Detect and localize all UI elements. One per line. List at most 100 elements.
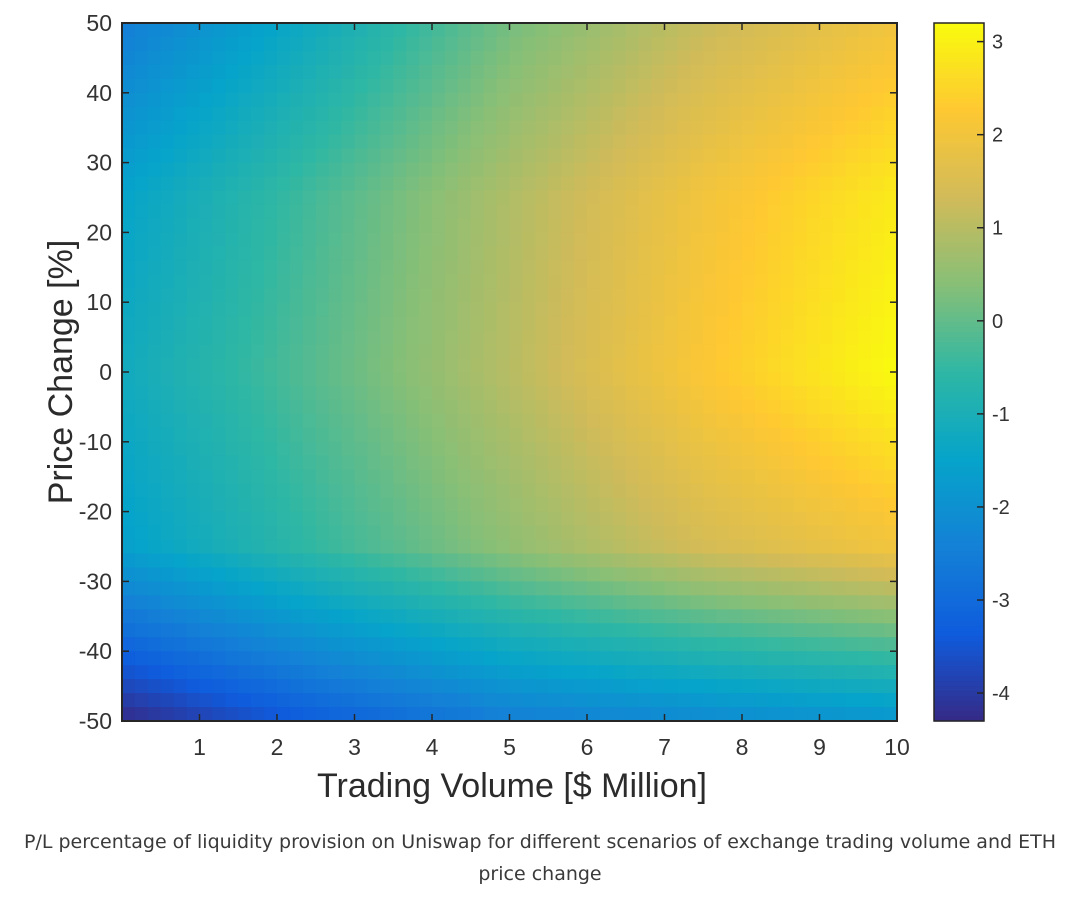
heatmap-cell <box>277 190 291 206</box>
heatmap-cell <box>444 441 459 457</box>
heatmap-cell <box>315 330 330 345</box>
heatmap-cell <box>354 693 369 708</box>
heatmap-cell <box>884 204 898 220</box>
heatmap-cell <box>457 525 472 541</box>
heatmap-cell <box>509 623 524 638</box>
heatmap-cell <box>845 358 859 373</box>
heatmap-cell <box>199 162 214 178</box>
heatmap-cell <box>315 665 330 680</box>
heatmap-cell <box>884 330 898 345</box>
x-tick-label: 10 <box>884 734 910 760</box>
heatmap-cell <box>522 399 536 415</box>
heatmap-cell <box>522 246 536 261</box>
heatmap-cell <box>354 288 369 303</box>
heatmap-cell <box>819 190 834 206</box>
heatmap-cell <box>147 274 162 289</box>
heatmap-cell <box>625 511 640 527</box>
heatmap-cell <box>587 609 601 624</box>
heatmap-cell <box>277 162 291 178</box>
heatmap-cell <box>302 609 317 624</box>
heatmap-cell <box>599 399 614 415</box>
heatmap-cell <box>638 23 653 38</box>
heatmap-cell <box>742 218 756 233</box>
heatmap-cell <box>225 330 239 345</box>
heatmap-cell <box>599 23 614 38</box>
heatmap-cell <box>264 274 278 289</box>
heatmap-cell <box>277 637 291 652</box>
heatmap-cell <box>406 246 420 261</box>
heatmap-cell <box>315 78 330 94</box>
heatmap-cell <box>742 372 756 387</box>
heatmap-cell <box>651 539 666 555</box>
heatmap-cell <box>599 539 614 555</box>
colorbar-segment <box>934 681 984 687</box>
heatmap-cell <box>186 581 201 596</box>
heatmap-cell <box>780 218 795 233</box>
heatmap-cell <box>496 623 511 638</box>
heatmap-cell <box>199 358 214 373</box>
heatmap-cell <box>690 23 704 38</box>
heatmap-cell <box>716 483 730 499</box>
heatmap-cell <box>367 302 381 317</box>
heatmap-cell <box>509 553 524 569</box>
colorbar-segment <box>934 357 984 363</box>
heatmap-cell <box>406 358 420 373</box>
heatmap-cell <box>367 232 381 247</box>
heatmap-cell <box>367 316 381 331</box>
heatmap-cell <box>754 344 769 359</box>
heatmap-cell <box>122 64 136 80</box>
heatmap-cell <box>160 455 175 471</box>
heatmap-cell <box>302 679 317 694</box>
heatmap-cell <box>289 64 304 80</box>
heatmap-cell <box>574 385 588 401</box>
heatmap-cell <box>380 665 394 680</box>
colorbar-segment <box>934 621 984 627</box>
heatmap-cell <box>354 274 369 289</box>
heatmap-cell <box>367 190 381 206</box>
heatmap-cell <box>212 190 226 206</box>
heatmap-cell <box>767 511 782 527</box>
heatmap-cell <box>367 455 381 471</box>
heatmap-cell <box>690 567 704 582</box>
heatmap-cell <box>716 162 730 178</box>
heatmap-cell <box>225 246 239 261</box>
heatmap-cell <box>625 623 640 638</box>
heatmap-cell <box>406 483 420 499</box>
heatmap-cell <box>302 106 317 122</box>
heatmap-cell <box>535 665 549 680</box>
heatmap-cell <box>819 707 834 722</box>
heatmap-cell <box>225 302 239 317</box>
heatmap-cell <box>302 50 317 66</box>
heatmap-cell <box>742 637 756 652</box>
heatmap-cell <box>328 665 343 680</box>
heatmap-cell <box>160 246 175 261</box>
heatmap-cell <box>251 316 265 331</box>
heatmap-cell <box>599 64 614 80</box>
heatmap-cell <box>225 469 239 485</box>
heatmap-cell <box>496 190 511 206</box>
heatmap-cell <box>483 232 498 247</box>
heatmap-cell <box>587 399 601 415</box>
heatmap-cell <box>406 204 420 220</box>
heatmap-cell <box>625 162 640 178</box>
heatmap-cell <box>858 385 872 401</box>
heatmap-cell <box>134 204 149 220</box>
heatmap-cell <box>367 50 381 66</box>
colorbar-tick-label: 2 <box>992 125 1003 147</box>
heatmap-cell <box>509 274 524 289</box>
heatmap-cell <box>574 204 588 220</box>
heatmap-cell <box>496 330 511 345</box>
heatmap-cell <box>716 36 730 52</box>
heatmap-cell <box>496 511 511 527</box>
heatmap-cell <box>225 637 239 652</box>
heatmap-cell <box>806 441 821 457</box>
heatmap-cell <box>251 665 265 680</box>
heatmap-cell <box>651 78 666 94</box>
heatmap-cell <box>315 50 330 66</box>
heatmap-cell <box>134 469 149 485</box>
heatmap-cell <box>509 595 524 610</box>
heatmap-cell <box>703 246 717 261</box>
heatmap-cell <box>354 525 369 541</box>
heatmap-cell <box>147 260 162 275</box>
heatmap-cell <box>716 511 730 527</box>
